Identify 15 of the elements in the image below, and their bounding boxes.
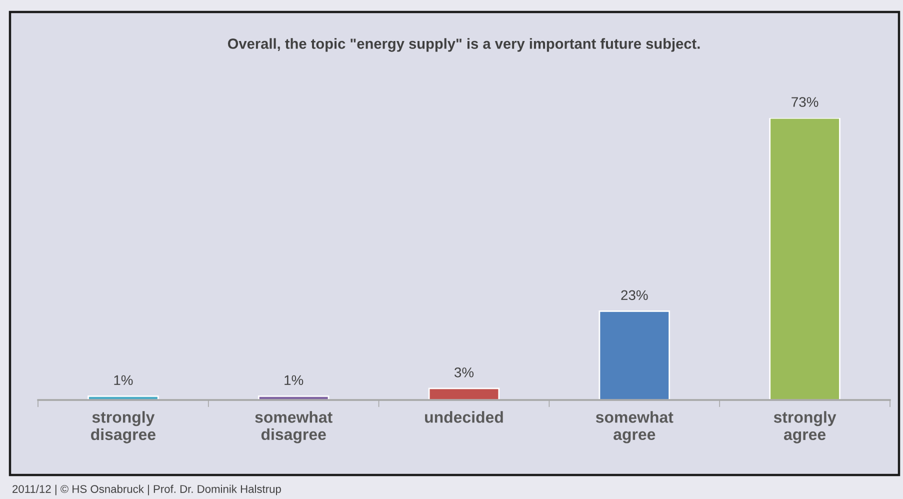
data-label: 23% (621, 290, 648, 300)
x-tick-label: somewhat disagree (255, 411, 332, 444)
x-tick-label: undecided (425, 411, 503, 423)
data-label: 1% (114, 375, 133, 386)
data-label: 1% (284, 375, 304, 386)
chart-title: Overall, the topic "energy supply" is a very important future subject. (228, 38, 700, 52)
x-tick-label: strongly disagree (91, 411, 156, 444)
bar (769, 118, 840, 400)
data-label: 73% (792, 97, 818, 107)
data-label: 3% (454, 367, 474, 378)
bar (428, 388, 500, 400)
text: 2011/12 | © HS Osnabruck | Prof. Dr. Dominik Halstrup (12, 484, 281, 496)
bar (598, 310, 670, 400)
x-tick-label: strongly agree (774, 411, 836, 444)
x-tick-label: somewhat agree (596, 411, 674, 444)
